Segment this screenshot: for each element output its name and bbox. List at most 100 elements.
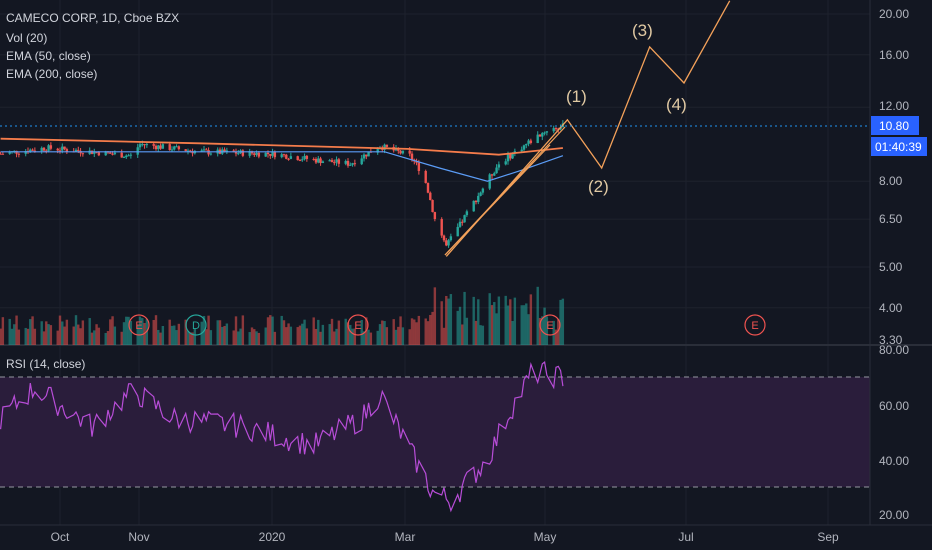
volume-bar xyxy=(234,316,238,345)
volume-bar xyxy=(271,316,274,345)
event-marker-earnings-3[interactable]: E xyxy=(539,314,561,336)
candle-body xyxy=(335,159,338,163)
volume-bar xyxy=(298,325,302,345)
candle-body xyxy=(202,149,206,151)
candle-body xyxy=(129,154,133,156)
volume-bar xyxy=(461,324,464,345)
volume-bar xyxy=(525,303,528,345)
volume-bar xyxy=(465,317,469,345)
volume-bar xyxy=(472,296,475,345)
rsi-title[interactable]: RSI (14, close) xyxy=(6,357,85,371)
candle-body xyxy=(264,152,267,157)
indicator-ema-200[interactable]: EMA (200, close) xyxy=(6,67,97,81)
candle-body xyxy=(330,160,334,163)
volume-bar xyxy=(157,329,160,345)
volume-bar xyxy=(351,328,354,345)
volume-bar xyxy=(529,294,533,345)
time-axis[interactable]: Oct Nov 2020 Mar May Jul Sep xyxy=(0,524,932,544)
candle-body xyxy=(159,145,162,149)
candle-body xyxy=(424,170,427,183)
candle-body xyxy=(554,128,558,130)
volume-bar xyxy=(193,328,197,345)
candle-body xyxy=(189,150,192,152)
volume-bar xyxy=(15,315,18,345)
candle-body xyxy=(138,144,142,148)
volume-bar xyxy=(362,331,366,345)
legend[interactable]: CAMECO CORP, 1D, Cboe BZX Vol (20) EMA (… xyxy=(6,11,179,81)
volume-bar xyxy=(504,295,507,345)
candle-body xyxy=(337,159,341,164)
svg-text:E: E xyxy=(751,320,758,332)
volume-bar xyxy=(218,320,222,345)
volume-bar xyxy=(269,315,272,345)
current-price-value: 10.80 xyxy=(879,119,909,133)
current-price-tag xyxy=(871,116,919,135)
volume-bar xyxy=(449,294,453,345)
volume-bar xyxy=(1,317,5,345)
volume-bar xyxy=(367,329,370,345)
price-tick: 20.00 xyxy=(879,7,909,21)
volume-bar xyxy=(538,317,542,345)
volume-bar xyxy=(106,331,110,345)
candle-body xyxy=(353,163,357,165)
volume-bar xyxy=(474,320,478,345)
event-marker-earnings-4[interactable]: E xyxy=(744,314,766,336)
candle-body xyxy=(426,182,430,193)
volume-bar xyxy=(33,328,37,345)
event-marker-dividend[interactable]: D xyxy=(185,314,207,336)
volume-bar xyxy=(522,305,526,345)
candle-body xyxy=(417,162,421,171)
volume-bar xyxy=(424,318,427,345)
wedge-upper-line xyxy=(444,144,551,256)
volume-bar xyxy=(369,332,373,345)
volume-bar xyxy=(31,316,34,345)
volume-bar xyxy=(527,314,530,345)
rsi-axis[interactable]: 80.00 60.00 40.00 20.00 xyxy=(879,343,909,522)
svg-text:E: E xyxy=(546,320,553,332)
candle-body xyxy=(120,152,123,158)
volume-bar xyxy=(481,325,485,345)
candle-body xyxy=(349,164,352,166)
candle-body xyxy=(47,145,50,151)
symbol-title[interactable]: CAMECO CORP, 1D, Cboe BZX xyxy=(6,11,179,25)
candle-body xyxy=(17,153,21,155)
volume-bar xyxy=(266,317,270,345)
candle-body xyxy=(351,163,354,165)
volume-bar xyxy=(61,321,64,345)
volume-bar xyxy=(47,324,50,345)
candle-body xyxy=(317,158,320,163)
indicator-ema-50[interactable]: EMA (50, close) xyxy=(6,49,91,63)
price-tick: 6.50 xyxy=(879,212,903,226)
volume-bar xyxy=(426,321,430,345)
indicator-volume[interactable]: Vol (20) xyxy=(6,31,47,45)
price-tick: 5.00 xyxy=(879,260,903,274)
candle-body xyxy=(125,155,128,158)
volume-bar xyxy=(81,320,85,345)
event-marker-earnings-1[interactable]: E xyxy=(128,314,150,336)
price-axis[interactable]: 20.00 16.00 12.00 8.00 6.50 5.00 4.00 3.… xyxy=(869,0,927,525)
candle-body xyxy=(31,149,34,151)
time-label: Sep xyxy=(817,530,839,544)
candle-body xyxy=(200,150,203,152)
candle-body xyxy=(305,155,309,159)
candle-body xyxy=(410,153,414,160)
candle-body xyxy=(314,158,318,163)
candle-body xyxy=(56,148,59,151)
candle-body xyxy=(474,200,478,203)
volume-bar xyxy=(561,298,565,345)
volume-bar xyxy=(109,319,112,345)
volume-bar xyxy=(40,321,43,345)
volume-bar xyxy=(303,319,306,345)
volume-bar xyxy=(13,324,16,345)
volume-bar xyxy=(221,326,224,345)
rsi-band xyxy=(0,377,870,487)
wave-label-4: (4) xyxy=(666,95,687,114)
volume-bar xyxy=(189,332,192,345)
candle-body xyxy=(543,132,546,134)
volume-bar xyxy=(161,325,165,345)
volume-bar xyxy=(63,326,66,345)
candle-body xyxy=(152,144,155,146)
event-marker-earnings-2[interactable]: E xyxy=(347,314,369,336)
volume-bar xyxy=(433,287,437,345)
